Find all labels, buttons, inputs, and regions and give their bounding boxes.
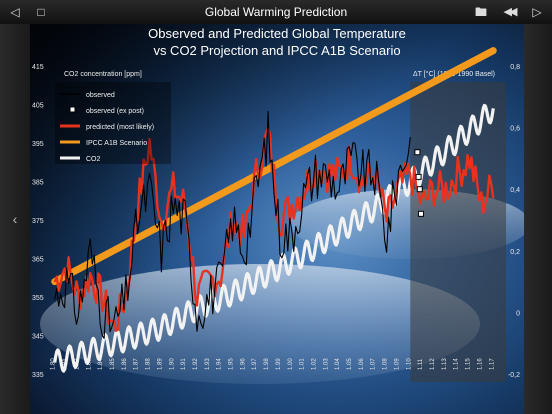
- x-tick-label: 1.12: [430, 358, 436, 370]
- legend-label: observed (ex post): [86, 108, 144, 115]
- left-tick-label: 345: [32, 334, 44, 341]
- back-triangle-icon[interactable]: ◁: [10, 5, 20, 19]
- x-tick-label: 1.98: [264, 358, 270, 370]
- legend-label: predicted (most likely): [86, 124, 154, 131]
- chart-title-line-1: Observed and Predicted Global Temperatur…: [148, 26, 406, 41]
- x-tick-label: 1.02: [311, 358, 317, 370]
- legend-item: observed (ex post): [69, 106, 144, 115]
- x-tick-label: 1.99: [276, 358, 282, 370]
- series-co2-line: [53, 103, 495, 373]
- right-tick-label: 0,8: [510, 64, 520, 71]
- x-tick-label: 1.15: [466, 358, 472, 370]
- legend-label: CO2: [86, 156, 101, 163]
- observed-ex-post-marker: [415, 173, 422, 180]
- x-tick-label: 1.93: [205, 358, 211, 370]
- right-tick-label: -0,2: [508, 372, 520, 379]
- observed-ex-post-marker: [414, 149, 421, 156]
- x-tick-label: 1.92: [193, 358, 199, 370]
- chart-title-line-2: vs CO2 Projection and IPCC A1B Scenario: [153, 43, 400, 58]
- left-axis-label: CO2 concentration [ppm]: [64, 71, 142, 78]
- right-tick-label: 0,6: [510, 126, 520, 133]
- legend-item: predicted (most likely): [60, 124, 154, 131]
- x-tick-label: 1.87: [134, 358, 140, 370]
- x-tick-label: 1.89: [157, 358, 163, 370]
- x-tick-label: 1.88: [146, 358, 152, 370]
- x-tick-label: 1.16: [477, 358, 483, 370]
- x-tick-label: 1.07: [371, 358, 377, 370]
- x-tick-label: 1.08: [383, 358, 389, 370]
- series-predicted-line: [53, 126, 495, 332]
- x-tick-label: 1.17: [489, 358, 495, 370]
- left-tick-label: 375: [32, 218, 44, 225]
- observed-ex-post-marker: [416, 186, 423, 193]
- right-sidebar: [524, 24, 552, 414]
- chart-stage: Observed and Predicted Global Temperatur…: [30, 24, 524, 414]
- x-tick-label: 1.84: [98, 358, 104, 370]
- x-tick-label: 1.90: [169, 358, 175, 370]
- left-tick-label: 415: [32, 64, 44, 71]
- x-tick-label: 1.11: [418, 358, 424, 370]
- x-tick-label: 1.01: [300, 358, 306, 370]
- legend-item: CO2: [60, 156, 101, 163]
- left-tick-label: 335: [32, 372, 44, 379]
- x-tick-label: 1.04: [335, 358, 341, 370]
- right-tick-label: 0,4: [510, 187, 520, 194]
- right-tick-label: 0: [516, 310, 520, 317]
- legend-label: observed: [86, 92, 115, 99]
- prev-page-chevron-icon[interactable]: ‹: [12, 211, 18, 227]
- folder-icon[interactable]: 🖿: [474, 5, 487, 19]
- x-tick-label: 1.96: [240, 358, 246, 370]
- x-tick-label: 1.14: [454, 358, 460, 370]
- rewind-icon[interactable]: ◀◀: [503, 6, 518, 18]
- legend-item: IPCC A1B Scenario: [60, 140, 147, 147]
- legend-item: observed: [60, 92, 115, 99]
- x-tick-label: 1.91: [181, 358, 187, 370]
- legend: observed observed (ex post) predicted (mos…: [55, 82, 171, 164]
- x-tick-label: 1.00: [288, 358, 294, 370]
- legend-marker: [69, 106, 76, 113]
- left-tick-label: 395: [32, 141, 44, 148]
- right-tick-label: 0,2: [510, 249, 520, 256]
- left-tick-label: 365: [32, 257, 44, 264]
- x-tick-label: 1.05: [347, 358, 353, 370]
- observed-ex-post-marker: [417, 210, 424, 217]
- x-tick-label: 1.94: [217, 358, 223, 370]
- top-bar: ◁ □ Global Warming Prediction 🖿 ◀◀ ▷: [0, 0, 552, 25]
- x-tick-label: 1.09: [394, 358, 400, 370]
- left-tick-label: 355: [32, 295, 44, 302]
- series-observed-line: [54, 111, 411, 339]
- legend-label: IPCC A1B Scenario: [86, 140, 147, 147]
- temperature-co2-chart: Observed and Predicted Global Temperatur…: [30, 24, 524, 414]
- x-tick-label: 1.97: [252, 358, 258, 370]
- x-tick-label: 1.03: [323, 358, 329, 370]
- left-sidebar: ‹: [0, 24, 30, 414]
- x-tick-label: 1.80: [51, 358, 57, 370]
- left-tick-label: 405: [32, 103, 44, 110]
- x-tick-label: 1.10: [406, 358, 412, 370]
- forward-triangle-icon[interactable]: ▷: [532, 5, 542, 19]
- x-tick-label: 1.86: [122, 358, 128, 370]
- x-tick-label: 1.06: [359, 358, 365, 370]
- forecast-region: [410, 82, 506, 382]
- x-tick-label: 1.85: [110, 358, 116, 370]
- left-tick-label: 385: [32, 180, 44, 187]
- x-tick-label: 1.13: [442, 358, 448, 370]
- legend-box: [55, 82, 171, 164]
- x-tick-label: 1.83: [86, 358, 92, 370]
- app-title: Global Warming Prediction: [204, 5, 348, 19]
- x-tick-label: 1.95: [229, 358, 235, 370]
- fullscreen-icon[interactable]: □: [37, 5, 45, 19]
